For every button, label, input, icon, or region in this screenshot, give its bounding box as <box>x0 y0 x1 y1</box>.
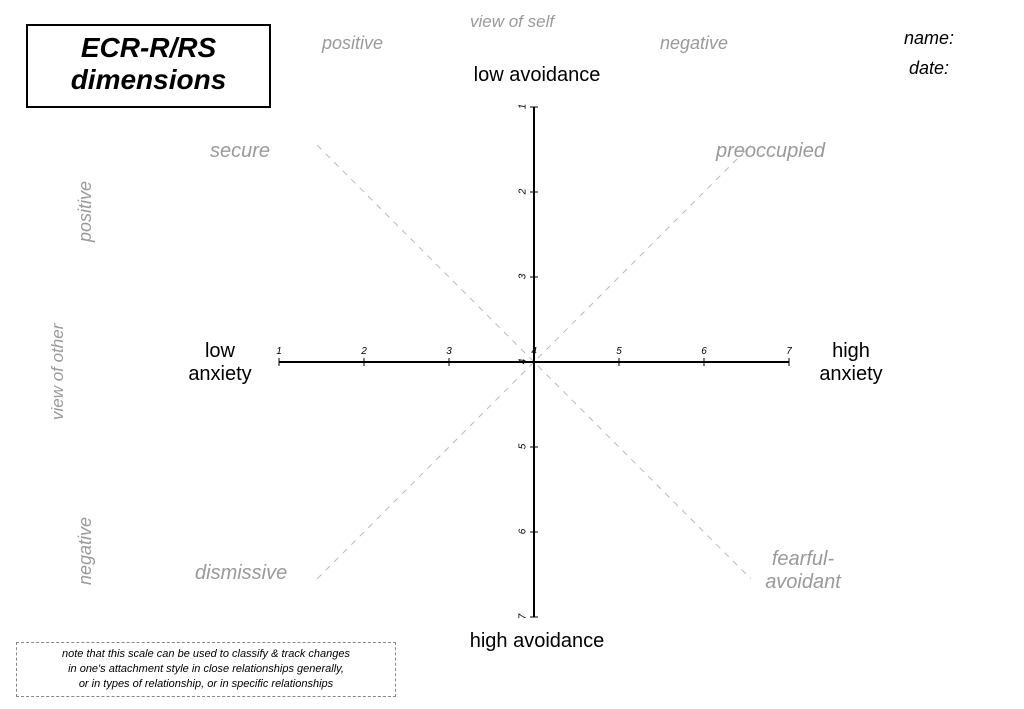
y-tick-label: 3 <box>517 274 528 280</box>
y-tick-label: 5 <box>517 444 528 450</box>
y-tick-label: 1 <box>517 104 528 110</box>
y-tick-label: 7 <box>517 614 528 620</box>
y-tick-label: 6 <box>517 529 528 535</box>
y-ticks: 1 2 3 4 5 6 7 <box>0 0 1024 709</box>
y-tick-label: 2 <box>517 189 528 195</box>
y-tick-label: 4 <box>517 359 528 365</box>
